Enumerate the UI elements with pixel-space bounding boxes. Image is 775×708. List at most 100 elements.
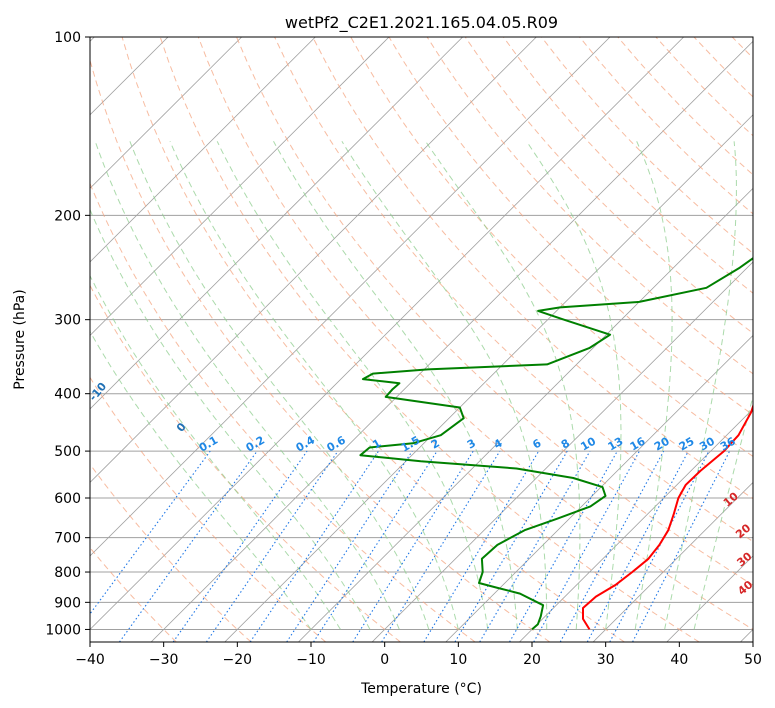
- moist-adiabat-line: [526, 141, 622, 630]
- mixing-ratio-line: [479, 450, 591, 642]
- dry-adiabat-line: [693, 37, 753, 98]
- temperature-profile-line: [582, 403, 753, 630]
- mixing-ratio-label: 4: [492, 436, 505, 451]
- x-tick-label: 20: [523, 652, 541, 668]
- dry-adiabat-line: [350, 37, 753, 458]
- y-tick-label: 800: [54, 565, 81, 581]
- dry-adiabat-line: [90, 463, 252, 642]
- dry-adiabat-line: [770, 37, 775, 642]
- mixing-ratio-line: [205, 450, 339, 642]
- isotherm-line: [90, 37, 242, 189]
- moist-adiabat-line: [216, 141, 489, 630]
- moist-adiabat-line: [90, 330, 312, 630]
- x-tick-label: 50: [744, 652, 762, 668]
- moist-adiabat-line: [693, 394, 753, 630]
- isotherm-line: [371, 261, 753, 642]
- isotherm-line: [90, 37, 390, 336]
- isobar-gridlines: [90, 37, 753, 630]
- moist-adiabat-line: [169, 141, 459, 630]
- x-axis-label: Temperature (°C): [360, 681, 482, 697]
- mixing-ratio-line: [454, 450, 568, 642]
- mixing-ratio-line: [172, 450, 308, 642]
- mixing-ratio-line: [632, 450, 731, 642]
- y-tick-label: 900: [54, 595, 81, 611]
- y-axis-label: Pressure (hPa): [12, 289, 28, 389]
- x-tick-label: 30: [597, 652, 615, 668]
- mixing-ratio-line: [286, 450, 413, 642]
- x-tick-label: −20: [223, 652, 253, 668]
- sounding-profiles: [359, 257, 753, 631]
- mixing-ratio-line: [586, 450, 689, 642]
- isotherm-line: [150, 40, 753, 642]
- dry-adiabat-line: [502, 37, 753, 294]
- dry-adiabat-line: [90, 376, 327, 642]
- x-tick-label: 10: [449, 652, 467, 668]
- moist-adiabat-label: 10: [721, 489, 741, 509]
- mixing-ratio-line: [249, 450, 379, 642]
- mixing-ratio-line: [352, 450, 474, 642]
- isotherm-line: [90, 37, 611, 557]
- dry-adiabat-line: [90, 284, 401, 642]
- dry-adiabat-line: [90, 182, 476, 642]
- chart-title: wetPf2_C2E1.2021.165.04.05.R09: [285, 13, 558, 33]
- isotherm-line: [666, 555, 753, 642]
- y-tick-label: 500: [54, 444, 81, 460]
- x-tick-label: 0: [380, 652, 389, 668]
- x-tick-label: −10: [296, 652, 326, 668]
- mixing-ratio-line: [423, 450, 540, 642]
- moist-adiabat-line: [341, 141, 548, 630]
- y-tick-label: 1000: [45, 622, 81, 638]
- dry-adiabat-line: [159, 37, 700, 642]
- isotherm-line: [90, 37, 463, 410]
- x-tick-label: −40: [75, 652, 105, 668]
- dry-adiabat-line: [312, 37, 753, 500]
- mixing-ratio-lines: [90, 450, 731, 642]
- x-tick-label: −30: [149, 652, 179, 668]
- moist-adiabat-line: [664, 141, 737, 630]
- mixing-ratio-label: 6: [530, 436, 543, 451]
- y-tick-label: 300: [54, 313, 81, 329]
- dry-adiabat-line: [274, 37, 753, 543]
- isotherm-line: [445, 334, 753, 642]
- mixing-ratio-line: [119, 450, 258, 642]
- axis-ticks: −40 −30 −20 −10 0 10 20 30 40 50 1000 900 800 700 600 5…: [45, 30, 762, 668]
- moist-adiabat-label: 30: [734, 549, 754, 569]
- isotherm-line: [90, 37, 684, 631]
- dry-adiabat-line: [464, 37, 753, 334]
- moist-adiabat-line: [273, 141, 518, 630]
- isotherm-line: [519, 408, 753, 642]
- isotherm-line: [592, 481, 753, 642]
- isotherm-line: [90, 37, 537, 483]
- mixing-ratio-label: 2: [429, 437, 442, 452]
- isotherm-lines: [90, 37, 753, 642]
- x-tick-label: 40: [670, 652, 688, 668]
- y-tick-label: 600: [54, 491, 81, 507]
- dry-adiabat-line: [197, 37, 753, 630]
- y-tick-label: 100: [54, 30, 81, 46]
- y-tick-label: 700: [54, 531, 81, 547]
- moist-adiabat-line: [634, 141, 673, 630]
- mixing-ratio-line: [313, 450, 438, 642]
- mixing-ratio-line: [533, 450, 640, 642]
- plot-frame: [89, 36, 754, 643]
- moist-adiabat-line: [425, 141, 581, 630]
- moist-adiabat-label: 20: [733, 521, 753, 541]
- y-tick-label: 200: [54, 208, 81, 224]
- mixing-ratio-line: [381, 450, 501, 642]
- dry-adiabat-line: [90, 58, 551, 642]
- dry-adiabat-line: [388, 37, 753, 416]
- dry-adiabat-line: [655, 37, 753, 137]
- dry-adiabat-lines: [90, 37, 775, 642]
- dry-adiabat-line: [617, 37, 753, 176]
- isotherm-line: [224, 114, 753, 642]
- mixing-ratio-line: [559, 450, 665, 642]
- plot-area: 0.10.20.40.611.52346810131620253036-100-…: [90, 37, 775, 642]
- dry-adiabat-line: [121, 37, 625, 642]
- moist-adiabat-line: [94, 141, 400, 630]
- dry-adiabat-line: [236, 37, 753, 586]
- adiabat-labels: 0.10.20.40.611.52346810131620253036-100-…: [90, 380, 754, 598]
- mixing-ratio-line: [509, 450, 618, 642]
- isotherm-line: [90, 37, 316, 263]
- dewpoint-profile-line: [359, 257, 753, 631]
